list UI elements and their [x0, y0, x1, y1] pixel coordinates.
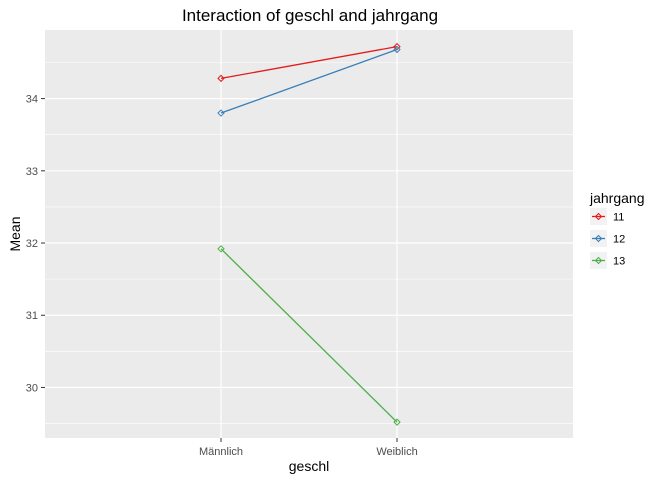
y-tick-label: 31 — [26, 310, 38, 322]
chart-title: Interaction of geschl and jahrgang — [182, 6, 438, 25]
legend-key-marker — [594, 256, 603, 265]
legend-label-11: 11 — [613, 212, 624, 224]
legend-label-12: 12 — [613, 234, 625, 246]
data-point-13 — [217, 245, 225, 253]
grid-major — [45, 30, 573, 438]
x-tick-label: Männlich — [199, 446, 243, 458]
series-line-11 — [220, 45, 398, 80]
y-axis-title: Mean — [7, 216, 23, 251]
data-point-12 — [217, 109, 225, 117]
data-point-12 — [393, 45, 401, 54]
y-tick-label: 32 — [26, 238, 38, 250]
series-line-12 — [220, 48, 398, 114]
legend-key-marker — [594, 234, 603, 243]
series-layer — [217, 42, 401, 426]
legend-label-13: 13 — [613, 256, 625, 268]
legend-title: jahrgang — [589, 190, 645, 206]
y-axis: 30 31 32 33 34 — [26, 94, 45, 394]
legend-key-marker — [594, 212, 603, 221]
data-point-11 — [217, 74, 225, 83]
series-line-13 — [220, 248, 398, 423]
data-point-13 — [393, 418, 401, 426]
y-tick-label: 33 — [26, 166, 38, 178]
y-tick-label: 34 — [26, 94, 38, 106]
x-tick-label: Weiblich — [376, 446, 417, 458]
legend: jahrgang 11 12 13 — [589, 190, 645, 269]
plot-panel — [45, 30, 573, 438]
x-axis: Männlich Weiblich — [199, 438, 418, 458]
y-tick-label: 30 — [26, 382, 38, 394]
x-axis-title: geschl — [289, 458, 329, 474]
